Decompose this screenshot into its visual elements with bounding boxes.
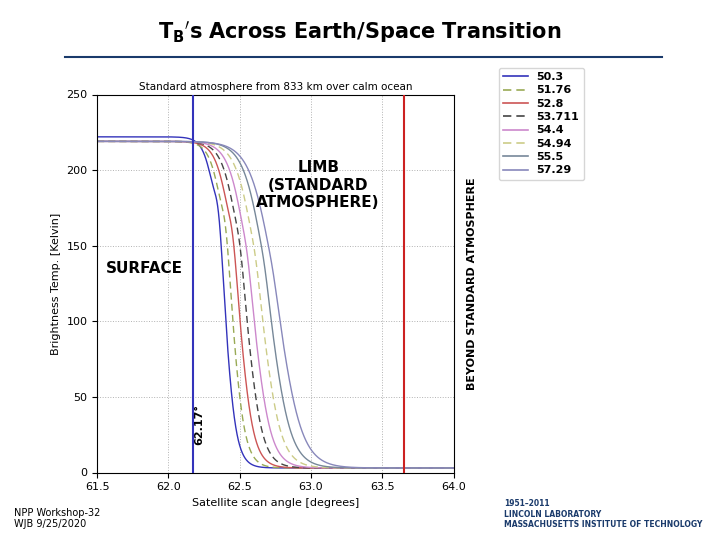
Y-axis label: Brightness Temp. [Kelvin]: Brightness Temp. [Kelvin] [51, 212, 60, 355]
Text: YEARS: YEARS [27, 43, 53, 49]
X-axis label: Satellite scan angle [degrees]: Satellite scan angle [degrees] [192, 498, 359, 508]
Text: 1951–2011
LINCOLN LABORATORY
MASSACHUSETTS INSTITUTE OF TECHNOLOGY: 1951–2011 LINCOLN LABORATORY MASSACHUSET… [504, 500, 703, 529]
Text: BEYOND STANDARD ATMOSPHERE: BEYOND STANDARD ATMOSPHERE [467, 177, 477, 390]
Text: LIMB
(STANDARD
ATMOSPHERE): LIMB (STANDARD ATMOSPHERE) [256, 160, 380, 210]
Text: $\mathbf{T_B}$$\mathbf{'s\ Across\ Earth/Space\ Transition}$: $\mathbf{T_B}$$\mathbf{'s\ Across\ Earth… [158, 19, 562, 45]
Text: 62.17°: 62.17° [194, 404, 204, 445]
Text: SURFACE: SURFACE [106, 261, 183, 276]
Legend: 50.3, 51.76, 52.8, 53.711, 54.4, 54.94, 55.5, 57.29: 50.3, 51.76, 52.8, 53.711, 54.4, 54.94, … [499, 68, 584, 180]
Text: 60: 60 [29, 19, 50, 34]
Text: NPP Workshop-32
WJB 9/25/2020: NPP Workshop-32 WJB 9/25/2020 [14, 508, 101, 529]
Title: Standard atmosphere from 833 km over calm ocean: Standard atmosphere from 833 km over cal… [139, 82, 412, 92]
